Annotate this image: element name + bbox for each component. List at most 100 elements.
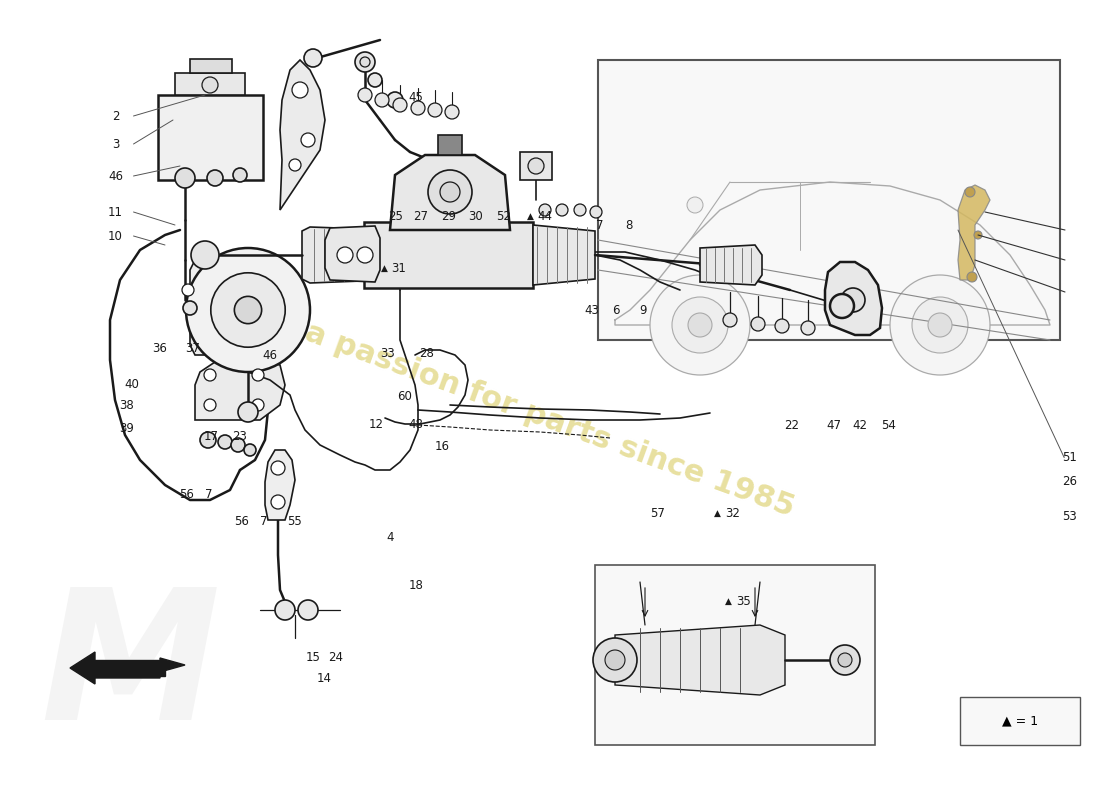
Circle shape: [446, 105, 459, 119]
Circle shape: [428, 103, 442, 117]
Text: a passion for parts since 1985: a passion for parts since 1985: [301, 318, 799, 522]
Text: 18: 18: [408, 579, 424, 592]
Circle shape: [337, 247, 353, 263]
Bar: [175, 73, 245, 95]
Text: 33: 33: [379, 347, 395, 360]
Text: 15: 15: [306, 651, 321, 664]
Polygon shape: [195, 358, 285, 420]
Text: 32: 32: [725, 507, 739, 520]
Text: ▲: ▲: [725, 597, 732, 606]
Text: 28: 28: [419, 347, 435, 360]
Text: 57: 57: [650, 507, 666, 520]
Circle shape: [539, 204, 551, 216]
Text: 29: 29: [441, 210, 456, 222]
Text: 7: 7: [261, 515, 267, 528]
Text: 47: 47: [826, 419, 842, 432]
Circle shape: [298, 600, 318, 620]
Circle shape: [912, 297, 968, 353]
Text: 36: 36: [152, 342, 167, 354]
Polygon shape: [958, 185, 990, 280]
Text: ▲ = 1: ▲ = 1: [1002, 714, 1038, 727]
Text: 45: 45: [408, 91, 424, 104]
Circle shape: [776, 319, 789, 333]
Circle shape: [838, 653, 853, 667]
Circle shape: [182, 284, 194, 296]
Circle shape: [590, 206, 602, 218]
Circle shape: [688, 313, 712, 337]
Circle shape: [830, 645, 860, 675]
Polygon shape: [190, 255, 220, 355]
Circle shape: [360, 57, 370, 67]
Polygon shape: [534, 225, 595, 285]
Text: 37: 37: [185, 342, 200, 354]
Text: 4: 4: [387, 531, 394, 544]
Text: M: M: [41, 582, 220, 758]
Text: 43: 43: [584, 304, 600, 317]
Bar: [598, 60, 1060, 340]
Circle shape: [175, 168, 195, 188]
Polygon shape: [700, 245, 762, 285]
Text: 46: 46: [262, 350, 277, 362]
Text: 10: 10: [108, 230, 123, 242]
Circle shape: [650, 275, 750, 375]
Text: 48: 48: [408, 418, 424, 430]
Circle shape: [200, 432, 216, 448]
Circle shape: [186, 248, 310, 372]
Text: 56: 56: [234, 515, 250, 528]
Circle shape: [393, 98, 407, 112]
Circle shape: [688, 197, 703, 213]
Text: 12: 12: [368, 418, 384, 430]
Circle shape: [207, 170, 223, 186]
Circle shape: [252, 369, 264, 381]
Bar: [190, 59, 232, 73]
Text: 52: 52: [496, 210, 512, 222]
Circle shape: [183, 301, 197, 315]
Text: 11: 11: [108, 206, 123, 218]
Circle shape: [605, 650, 625, 670]
Text: ▲: ▲: [381, 263, 387, 273]
Text: 31: 31: [392, 262, 406, 274]
Text: 6: 6: [613, 304, 619, 317]
Text: 40: 40: [124, 378, 140, 390]
Circle shape: [751, 317, 764, 331]
Circle shape: [211, 273, 285, 347]
Polygon shape: [88, 658, 185, 678]
Text: 60: 60: [397, 390, 412, 402]
Bar: [158, 95, 263, 180]
Polygon shape: [825, 262, 882, 335]
Circle shape: [292, 82, 308, 98]
Circle shape: [368, 73, 382, 87]
Circle shape: [593, 638, 637, 682]
Circle shape: [830, 294, 854, 318]
Circle shape: [204, 369, 216, 381]
Circle shape: [275, 600, 295, 620]
Circle shape: [528, 158, 544, 174]
Text: 14: 14: [317, 672, 332, 685]
Text: 7: 7: [596, 219, 603, 232]
Circle shape: [204, 399, 216, 411]
Circle shape: [672, 297, 728, 353]
Text: 8: 8: [626, 219, 632, 232]
Polygon shape: [324, 226, 380, 282]
Circle shape: [234, 296, 262, 324]
Circle shape: [231, 438, 245, 452]
Polygon shape: [615, 625, 785, 695]
Text: 46: 46: [108, 170, 123, 182]
Text: 25: 25: [388, 210, 404, 222]
Text: 26: 26: [1062, 475, 1077, 488]
Circle shape: [301, 133, 315, 147]
Circle shape: [271, 495, 285, 509]
Circle shape: [252, 399, 264, 411]
Text: 44: 44: [538, 210, 553, 222]
Bar: [520, 152, 552, 180]
Circle shape: [355, 52, 375, 72]
Circle shape: [375, 93, 389, 107]
Polygon shape: [265, 450, 295, 520]
Circle shape: [440, 182, 460, 202]
Text: 7: 7: [206, 488, 212, 501]
Text: 3: 3: [112, 138, 119, 150]
Text: 9: 9: [640, 304, 647, 317]
Text: 51: 51: [1062, 451, 1077, 464]
Circle shape: [556, 204, 568, 216]
Circle shape: [801, 321, 815, 335]
